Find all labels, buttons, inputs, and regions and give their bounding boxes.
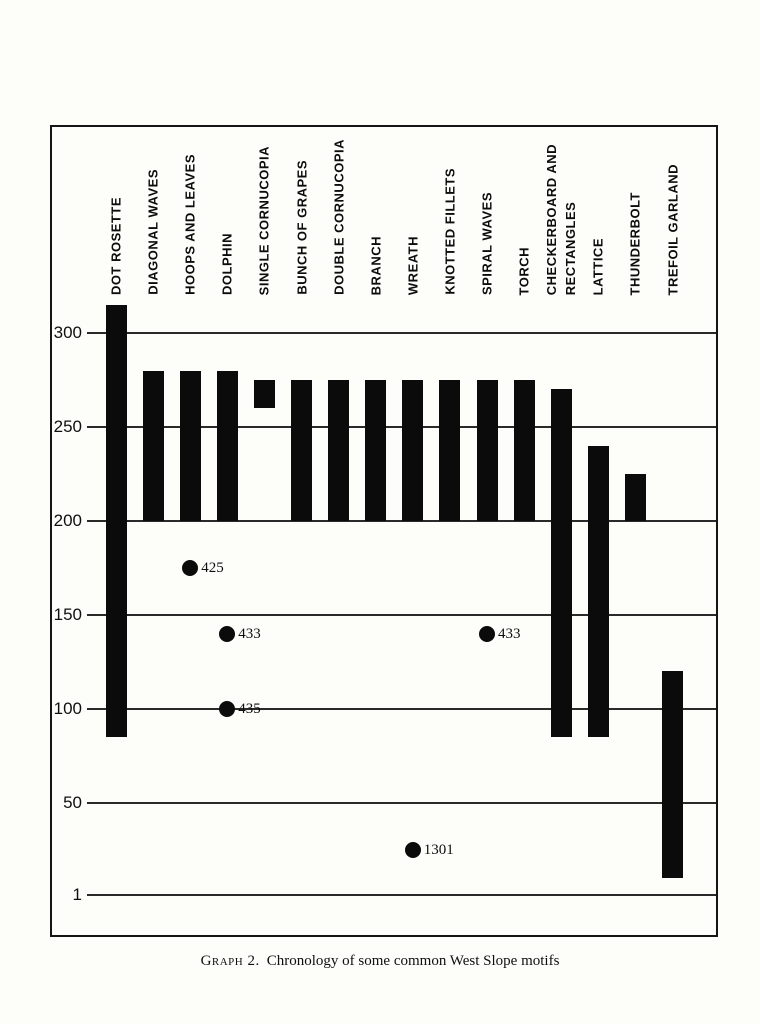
- bar-torch: [513, 380, 535, 521]
- column-label-knotted-fillets: KNOTTED FILLETS: [442, 168, 458, 295]
- data-point-dot-435: [219, 701, 236, 717]
- y-tick-label-200: 200: [53, 511, 82, 530]
- bar-diagonal-waves: [142, 370, 164, 521]
- gridline-300: [87, 332, 716, 334]
- gridline-200: [87, 520, 716, 522]
- bar-single-cornucopia: [253, 380, 275, 409]
- column-label-checkerboard-and-rectangles: CHECKERBOARD AND RECTANGLES: [544, 143, 579, 295]
- column-label-diagonal-waves: DIAGONAL WAVES: [145, 169, 161, 295]
- data-point-label-433: 433: [238, 625, 261, 642]
- column-label-wreath: WREATH: [405, 235, 421, 295]
- y-tick-label-50: 50: [63, 793, 82, 812]
- column-label-torch: TORCH: [516, 246, 532, 295]
- bar-lattice: [587, 445, 609, 738]
- bar-bunch-of-grapes: [291, 380, 312, 521]
- bar-hoops-and-leaves: [179, 370, 201, 521]
- data-point-dot-433: [219, 625, 236, 642]
- column-label-dolphin: DOLPHIN: [219, 233, 235, 295]
- gridline-150: [87, 614, 716, 616]
- y-tick-label-100: 100: [53, 699, 82, 718]
- data-point-label-435: 435: [238, 701, 261, 717]
- column-label-trefoil-garland: TREFOIL GARLAND: [665, 163, 680, 295]
- column-label-dot-rosette: DOT ROSETTE: [108, 197, 124, 295]
- data-point-dot-425: [182, 560, 199, 576]
- caption-text: Chronology of some common West Slope mot…: [266, 953, 560, 969]
- y-tick-label-150: 150: [53, 605, 82, 624]
- data-point-label-1301: 1301: [423, 842, 454, 858]
- data-point-dot-1301: [404, 842, 421, 858]
- column-label-double-cornucopia: DOUBLE CORNUCOPIA: [331, 139, 347, 295]
- gridline-100: [87, 708, 716, 710]
- bar-dot-rosette: [105, 304, 127, 738]
- data-point-label-433: 433: [498, 625, 521, 642]
- bar-branch: [365, 380, 387, 521]
- column-label-single-cornucopia: SINGLE CORNUCOPIA: [256, 145, 272, 295]
- column-label-branch: BRANCH: [368, 235, 384, 295]
- gridline-1: [87, 894, 716, 897]
- bar-spiral-waves: [476, 380, 498, 521]
- chart-frame: 300 250 200 150 100 50 1 DOT ROSETTE DIAGONAL WA…: [50, 125, 718, 937]
- data-point-dot-433: [479, 625, 495, 642]
- column-label-spiral-waves: SPIRAL WAVES: [479, 191, 495, 295]
- caption-number: Graph 2.: [200, 953, 260, 969]
- y-tick-label-300: 300: [53, 323, 82, 342]
- column-label-bunch-of-grapes: BUNCH OF GRAPES: [294, 160, 309, 295]
- bar-thunderbolt: [624, 474, 646, 521]
- bar-dolphin: [216, 370, 238, 521]
- bar-double-cornucopia: [328, 380, 350, 521]
- y-tick-label-1: 1: [72, 885, 82, 905]
- bar-knotted-fillets: [439, 380, 461, 521]
- bar-trefoil-garland: [662, 671, 683, 879]
- gridline-50: [87, 802, 716, 804]
- gridline-250: [87, 426, 716, 428]
- bar-checkerboard-and-rectangles: [550, 389, 572, 738]
- column-label-thunderbolt: THUNDERBOLT: [627, 191, 643, 295]
- column-label-lattice: LATTICE: [590, 237, 606, 295]
- data-point-label-425: 425: [201, 560, 224, 576]
- chart-caption: Graph 2. Chronology of some common West S…: [0, 953, 760, 970]
- y-tick-label-250: 250: [53, 417, 82, 436]
- column-label-hoops-and-leaves: HOOPS AND LEAVES: [182, 154, 198, 295]
- bar-wreath: [402, 380, 424, 521]
